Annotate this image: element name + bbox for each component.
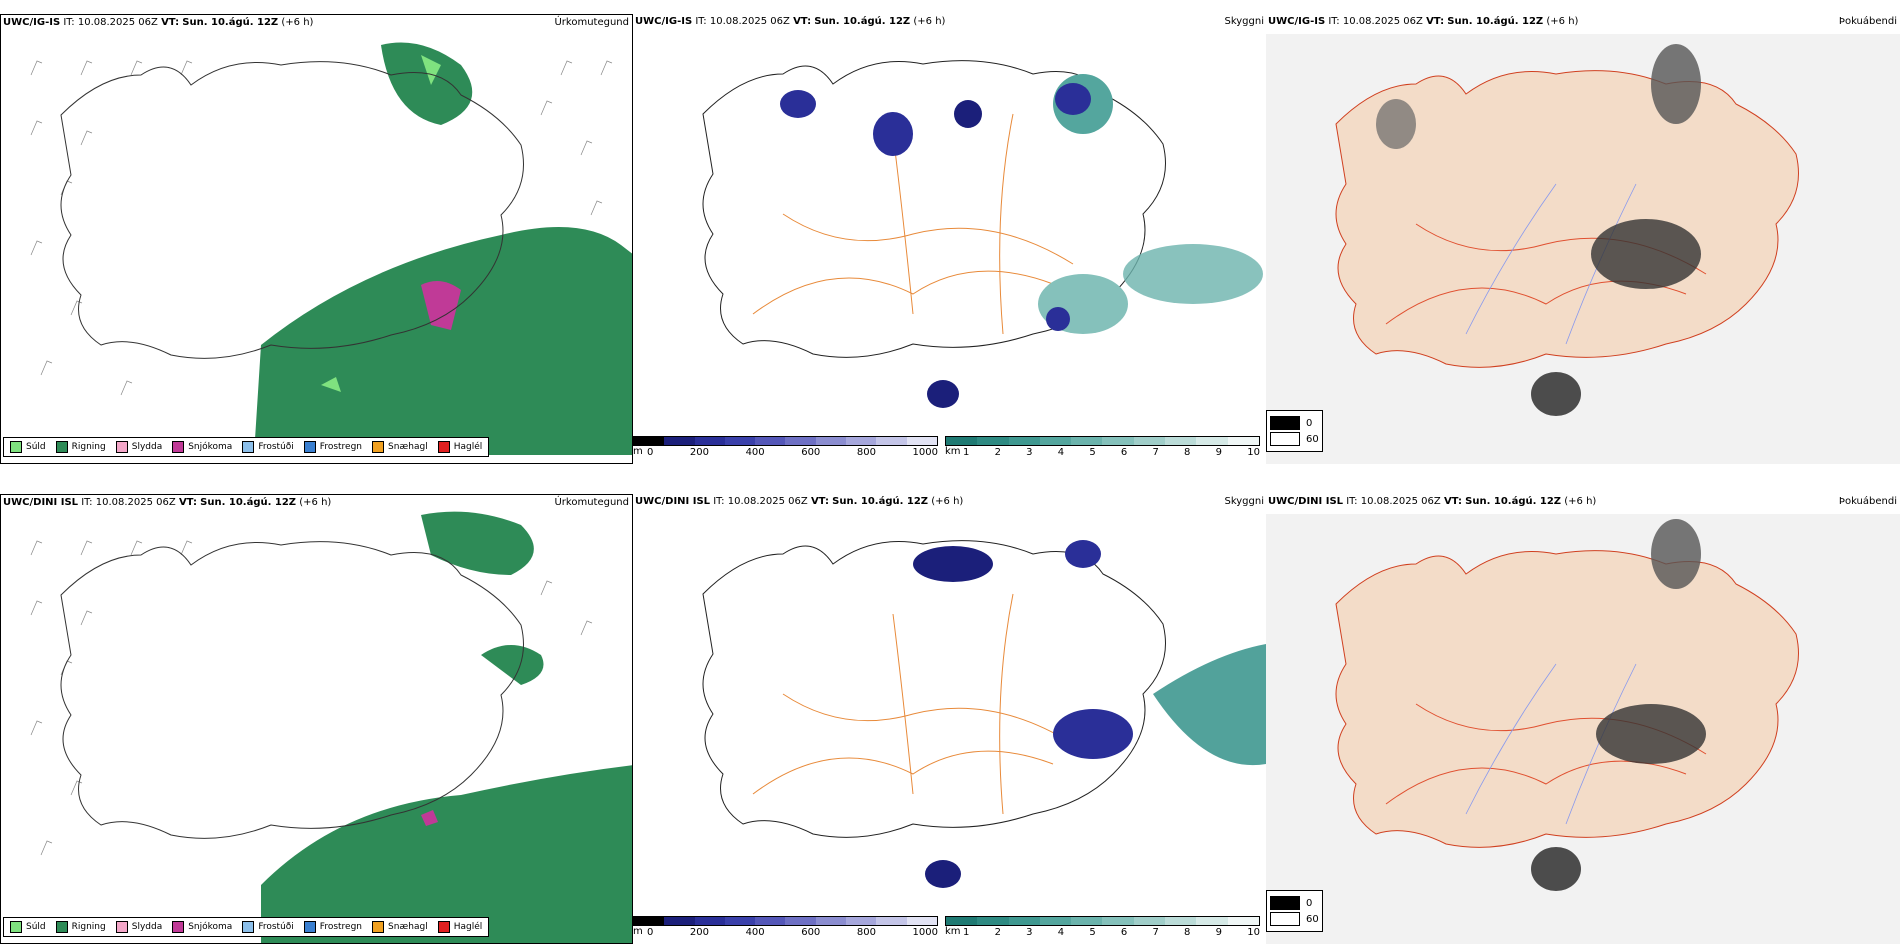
- precip-map: [30, 511, 632, 943]
- height-colorbar: 0 200 400 600 800 1000 m: [633, 916, 938, 938]
- panel-header: UWC/DINI ISL IT: 10.08.2025 06Z VT: Sun.…: [1268, 496, 1597, 507]
- legend-item: Frostúði: [242, 921, 294, 933]
- fog-map: [1266, 34, 1900, 464]
- legend-item: Snæhagl: [372, 921, 428, 933]
- panel-header: UWC/IG-IS IT: 10.08.2025 06Z VT: Sun. 10…: [1268, 16, 1579, 27]
- fog-legend: 0 60: [1266, 410, 1323, 452]
- precip-panel-row2: UWC/DINI ISL IT: 10.08.2025 06Z VT: Sun.…: [0, 494, 633, 944]
- precip-map: [30, 42, 632, 455]
- wind-barbs: [30, 540, 593, 856]
- panel-header: UWC/IG-IS IT: 10.08.2025 06Z VT: Sun. 10…: [635, 16, 946, 27]
- legend-item: Haglél: [437, 441, 482, 453]
- legend-item: Slydda: [115, 441, 162, 453]
- cloud-cells: [913, 540, 1266, 888]
- fog-areas: [1531, 519, 1706, 891]
- fog-legend: 0 60: [1266, 890, 1323, 932]
- legend-item: Snjókoma: [172, 441, 232, 453]
- road-network: [752, 593, 1074, 815]
- cloud-panel-row1: UWC/IG-IS IT: 10.08.2025 06Z VT: Sun. 10…: [633, 14, 1266, 464]
- panel-title: Þokuábendi: [1838, 496, 1897, 507]
- legend-item: Frostregn: [303, 921, 362, 933]
- river-network: [1465, 663, 1637, 825]
- visibility-colorbar: 1 2 3 4 5 6 7 8 9 10 km: [945, 916, 1260, 938]
- cloud-map: [702, 540, 1266, 888]
- legend-item: Súld: [10, 921, 46, 933]
- panel-title: Skyggni: [1224, 16, 1264, 27]
- cloud-cells: [780, 74, 1263, 408]
- legend-item: Slydda: [115, 921, 162, 933]
- fog-map: [1266, 514, 1900, 944]
- fog-panel-row2: UWC/DINI ISL IT: 10.08.2025 06Z VT: Sun.…: [1266, 494, 1900, 944]
- legend-item: Snjókoma: [172, 921, 232, 933]
- precip-legend: Súld Rigning Slydda Snjókoma Frostúði Fr…: [3, 437, 490, 457]
- fog-areas: [1376, 44, 1701, 416]
- legend-item: Rigning: [55, 921, 106, 933]
- visibility-colorbar: 1 2 3 4 5 6 7 8 9 10 km: [945, 436, 1260, 458]
- legend-item: Súld: [10, 441, 46, 453]
- panel-title: Þokuábendi: [1838, 16, 1897, 27]
- panel-header: UWC/IG-IS IT: 10.08.2025 06Z VT: Sun. 10…: [3, 17, 314, 28]
- legend-item: Frostúði: [242, 441, 294, 453]
- cloud-map: [702, 60, 1263, 408]
- cloud-panel-row2: UWC/DINI ISL IT: 10.08.2025 06Z VT: Sun.…: [633, 494, 1266, 944]
- panel-header: UWC/DINI ISL IT: 10.08.2025 06Z VT: Sun.…: [635, 496, 964, 507]
- legend-item: Rigning: [55, 441, 106, 453]
- legend-item: Snæhagl: [372, 441, 428, 453]
- height-colorbar: 0 200 400 600 800 1000 m: [633, 436, 938, 458]
- precip-legend: Súld Rigning Slydda Snjókoma Frostúði Fr…: [3, 917, 490, 937]
- panel-header: UWC/DINI ISL IT: 10.08.2025 06Z VT: Sun.…: [3, 497, 332, 508]
- panel-title: Úrkomutegund: [554, 497, 629, 508]
- fog-panel-row1: UWC/IG-IS IT: 10.08.2025 06Z VT: Sun. 10…: [1266, 14, 1900, 464]
- legend-item: Haglél: [437, 921, 482, 933]
- precip-panel-row1: UWC/IG-IS IT: 10.08.2025 06Z VT: Sun. 10…: [0, 14, 633, 464]
- panel-title: Skyggni: [1224, 496, 1264, 507]
- legend-item: Frostregn: [303, 441, 362, 453]
- panel-title: Úrkomutegund: [554, 17, 629, 28]
